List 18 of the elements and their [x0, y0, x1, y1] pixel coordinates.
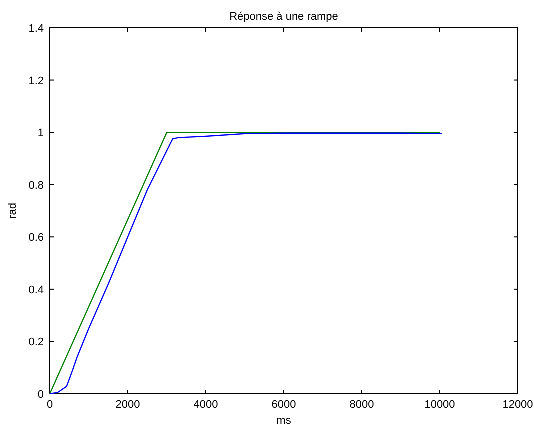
y-tick-label: 1.4 [28, 23, 44, 35]
y-tick-label: 0.4 [28, 284, 44, 296]
x-tick-label: 8000 [350, 399, 374, 411]
x-tick-label: 0 [46, 399, 54, 411]
x-tick-label: 12000 [502, 399, 534, 411]
chart-title: Réponse à une rampe [230, 11, 338, 23]
x-axis-title: ms [276, 415, 292, 427]
y-tick-label: 0.6 [28, 232, 44, 244]
y-tick-label: 0.2 [28, 336, 44, 349]
x-tick-label: 6000 [272, 399, 296, 411]
y-tick-label: 0 [38, 389, 44, 401]
y-axis-title: rad [7, 203, 19, 219]
x-tick-label: 4000 [194, 399, 218, 411]
y-tick-label: 1.2 [28, 75, 44, 88]
y-tick-label: 1 [38, 128, 44, 140]
x-tick-label: 10000 [424, 399, 456, 411]
y-tick-label: 0.8 [28, 180, 44, 192]
x-tick-label: 2000 [116, 399, 140, 411]
